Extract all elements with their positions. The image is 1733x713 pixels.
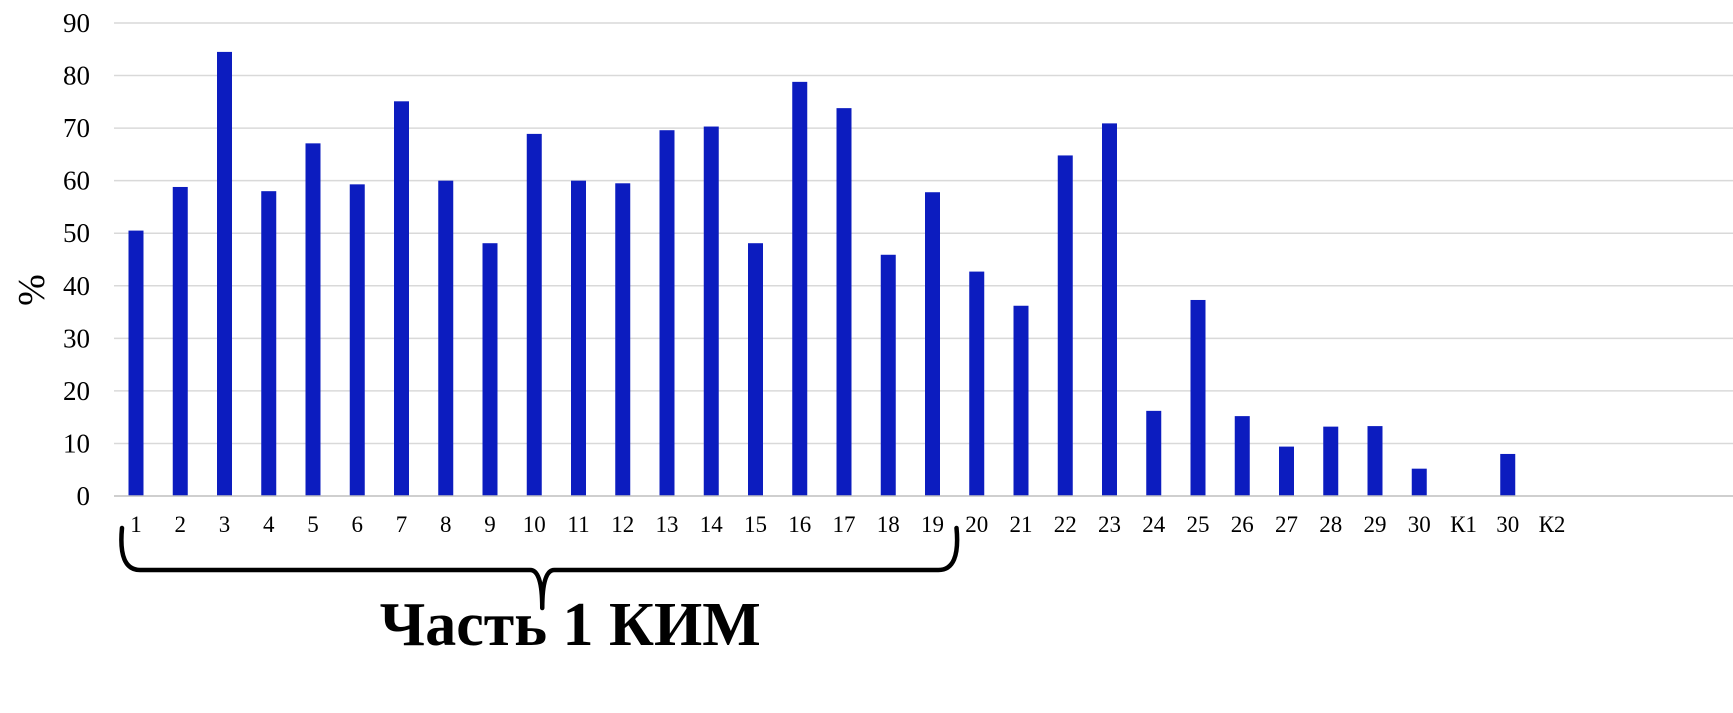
bar [438,180,454,496]
bar [880,254,896,496]
bar [615,183,631,497]
x-tick-label: 6 [352,512,364,537]
x-tick-label: 10 [523,512,546,537]
x-tick-label: 9 [484,512,496,537]
part1-annotation: Часть 1 КИМ [380,591,761,659]
bar [526,133,542,497]
y-axis-ticks: 0 10 20 30 40 50 60 70 80 90 [63,8,90,511]
bar [305,143,321,496]
bar [703,126,719,496]
bar [172,186,188,496]
bar [349,184,365,496]
bar [482,243,498,496]
bar [748,243,763,496]
x-tick-label: 11 [567,512,589,537]
bar [1411,468,1427,496]
y-tick-label: 10 [63,428,90,458]
x-tick-label: 18 [877,512,900,537]
x-tick-label: 2 [175,512,187,537]
y-tick-label: 50 [63,218,90,248]
bar [792,81,808,497]
x-tick-label: 13 [656,512,679,537]
y-tick-label: 60 [63,166,90,196]
x-tick-label: 25 [1187,512,1210,537]
x-tick-label: 26 [1231,512,1254,537]
x-tick-label: 8 [440,512,452,537]
y-tick-label: 40 [63,271,90,301]
bars [128,51,1516,497]
bar [1057,155,1073,496]
bar [1234,416,1250,496]
bar [1146,410,1162,496]
x-tick-label: 3 [219,512,231,537]
bar [969,271,985,496]
x-tick-label: 20 [965,512,988,537]
bar [836,108,852,496]
x-tick-label: 14 [700,512,724,537]
bar [1500,453,1516,496]
y-tick-label: 0 [77,481,91,511]
x-tick-label: К2 [1539,512,1566,537]
x-tick-label: 30 [1408,512,1431,537]
x-tick-label: 4 [263,512,275,537]
x-tick-label: 23 [1098,512,1121,537]
x-tick-label: 19 [921,512,944,537]
x-tick-label: 30 [1496,512,1519,537]
x-tick-label: 15 [744,512,767,537]
x-tick-label: 17 [833,512,856,537]
bar [1279,446,1294,496]
bar [394,101,409,497]
bar [1367,426,1383,496]
x-tick-label: 5 [307,512,319,537]
y-tick-label: 30 [63,323,90,353]
part1-brace [119,525,960,611]
x-tick-label: 27 [1275,512,1298,537]
x-tick-label: 1 [130,512,142,537]
y-axis-label: % [11,274,53,306]
bar [571,180,586,496]
gridlines [114,22,1733,445]
x-tick-label: 16 [788,512,811,537]
y-tick-label: 90 [63,8,90,38]
bar [925,192,940,496]
x-tick-label: 28 [1319,512,1342,537]
x-tick-label: 29 [1364,512,1387,537]
bar [128,230,144,496]
bar [261,191,277,496]
x-axis-ticks: 1 2 3 4 5 6 7 8 9 10 11 12 13 14 15 16 17 18 19 20 21 22 23 24 2… [130,512,1565,537]
bar [1323,426,1339,496]
bar [1190,299,1206,496]
y-tick-label: 70 [63,113,90,143]
x-tick-label: 7 [396,512,408,537]
x-tick-label: 12 [611,512,634,537]
x-tick-label: 21 [1010,512,1033,537]
x-tick-label: К1 [1450,512,1477,537]
y-tick-label: 80 [63,61,90,91]
y-tick-label: 20 [63,376,90,406]
x-tick-label: 24 [1142,512,1166,537]
bar [659,130,675,497]
bar [1102,123,1117,497]
x-tick-label: 22 [1054,512,1077,537]
bar [1013,305,1029,496]
bar [217,51,232,497]
